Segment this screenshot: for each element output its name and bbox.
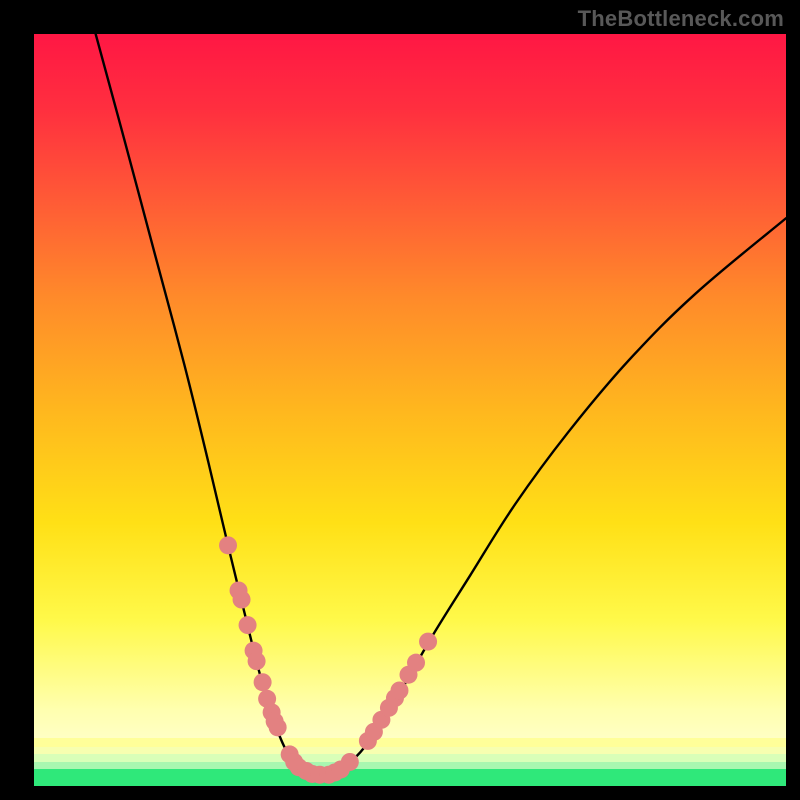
curve-marker xyxy=(390,682,408,700)
curve-marker xyxy=(341,753,359,771)
curve-marker xyxy=(233,591,251,609)
plot-area xyxy=(34,34,786,786)
curve-marker xyxy=(407,654,425,672)
bottleneck-curve xyxy=(96,34,786,776)
curve-marker xyxy=(219,536,237,554)
curve-svg xyxy=(34,34,786,786)
curve-marker xyxy=(269,718,287,736)
curve-marker xyxy=(419,633,437,651)
watermark-text: TheBottleneck.com xyxy=(578,6,784,32)
curve-marker xyxy=(239,616,257,634)
curve-marker xyxy=(248,652,266,670)
curve-marker xyxy=(254,673,272,691)
curve-markers xyxy=(219,536,437,783)
